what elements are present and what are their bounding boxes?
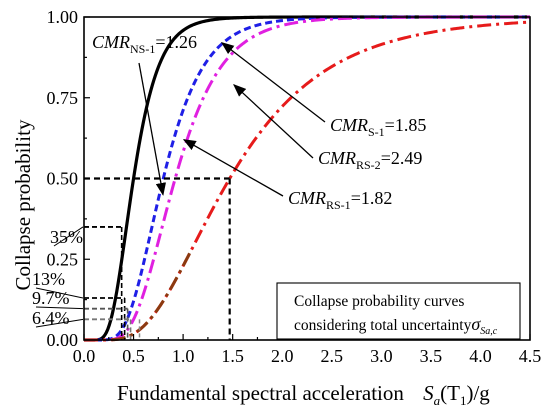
x-axis-title-main: Fundamental spectral acceleration <box>117 381 404 405</box>
x-tick-label-7: 3.5 <box>420 346 443 366</box>
x-axis-title-sub2: 1 <box>460 393 467 408</box>
x-axis-title-rest: (T <box>440 381 460 405</box>
level-label-2: 9.7% <box>32 288 70 308</box>
note-line-2-text: considering total uncertainty <box>294 317 472 334</box>
x-tick-label-4: 2.0 <box>271 346 294 366</box>
annotation-ns1-value: =1.26 <box>155 32 197 52</box>
level-arrow-0 <box>53 226 84 247</box>
note-box: Collapse probability curves considering … <box>276 282 521 340</box>
annotation-rs2-sub: RS-2 <box>356 158 381 172</box>
curve-rs1-lower-segment <box>111 249 193 342</box>
note-sigma-sub: Sa,c <box>480 326 498 337</box>
note-box-frame <box>276 282 521 340</box>
annotation-arrow-rs2 <box>233 83 314 159</box>
note-sigma: σ <box>471 314 481 334</box>
x-tick-label-6: 3.0 <box>370 346 393 366</box>
x-axis-title-s: S <box>423 381 434 405</box>
x-tick-label-5: 2.5 <box>321 346 344 366</box>
x-axis-title: Fundamental spectral acceleration Sa(T1)… <box>117 381 490 408</box>
annotation-rs1: CMRRS-1=1.82 <box>288 188 392 212</box>
y-tick-label-1: 0.25 <box>47 249 79 269</box>
level-arrow-1 <box>35 287 84 299</box>
y-axis-title: Collapse probability <box>11 119 35 290</box>
annotation-rs2: CMRRS-2=2.49 <box>318 148 422 172</box>
annotation-s1: CMRS-1=1.85 <box>330 115 426 139</box>
x-tick-label-9: 4.5 <box>519 346 542 366</box>
annotation-arrow-rs1 <box>182 139 284 197</box>
reference-lines: 35%13%9.7%6.4% <box>32 177 231 340</box>
y-tick-label-2: 0.50 <box>47 169 79 189</box>
x-tick-label-1: 0.5 <box>122 346 145 366</box>
annotation-rs2-value: =2.49 <box>381 148 423 168</box>
x-tick-label-2: 1.0 <box>172 346 195 366</box>
annotation-s1-value: =1.85 <box>385 115 427 135</box>
annotation-s1-sub: S-1 <box>368 125 385 139</box>
annotation-ns1: CMRNS-1=1.26 <box>92 32 197 56</box>
x-axis-title-tail: )/g <box>466 381 490 405</box>
annotation-ns1-main: CMR <box>92 32 130 52</box>
annotation-rs1-value: =1.82 <box>351 188 393 208</box>
level-label-1: 13% <box>32 269 65 289</box>
y-tick-label-4: 1.00 <box>47 7 79 27</box>
annotation-rs2-main: CMR <box>318 148 356 168</box>
x-tick-label-3: 1.5 <box>221 346 244 366</box>
y-tick-label-0: 0.00 <box>47 330 79 350</box>
annotation-arrow-s1 <box>220 42 326 123</box>
annotation-arrow-ns1 <box>138 62 167 196</box>
x-axis-title-sub: a <box>434 393 441 408</box>
x-tick-label-8: 4.0 <box>469 346 492 366</box>
level-arrow-3 <box>35 318 84 328</box>
annotation-ns1-sub: NS-1 <box>130 42 155 56</box>
x-tick-label-0: 0.0 <box>73 346 96 366</box>
level-arrow-2 <box>35 306 84 310</box>
axes: 0.0 0.5 1.0 1.5 2.0 2.5 3.0 3.5 4.0 4.5 0.00 0.25 0.… <box>47 7 542 366</box>
note-line-2: considering total uncertaintyσSa,c <box>294 314 498 337</box>
annotation-rs1-sub: RS-1 <box>326 198 351 212</box>
note-line-1: Collapse probability curves <box>294 293 464 310</box>
annotations: CMRNS-1=1.26CMRS-1=1.85CMRRS-2=2.49CMRRS… <box>92 32 426 212</box>
y-tick-label-3: 0.75 <box>47 88 79 108</box>
annotation-rs1-main: CMR <box>288 188 326 208</box>
annotation-s1-main: CMR <box>330 115 368 135</box>
